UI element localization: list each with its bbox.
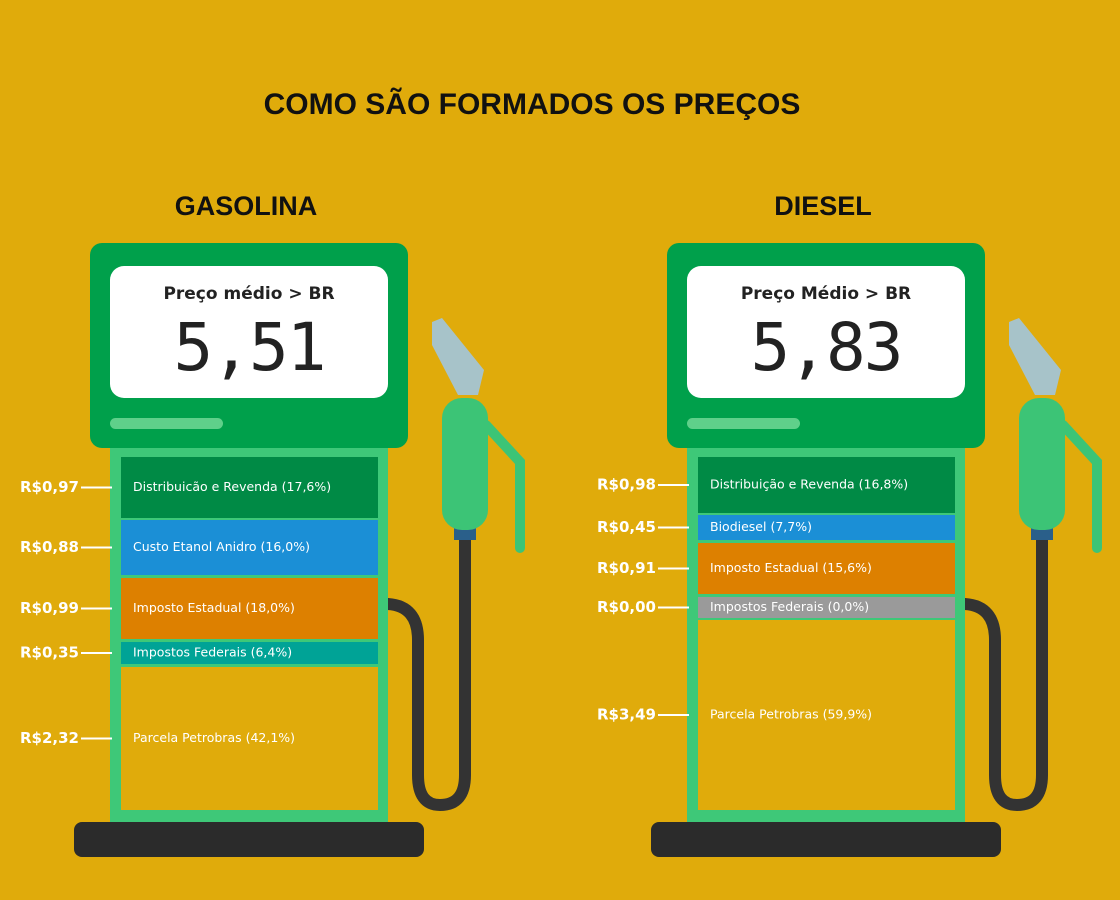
segment-value: R$2,32 <box>20 729 79 747</box>
nozzle-trigger <box>1058 420 1102 553</box>
hose <box>959 529 1048 812</box>
segment-label: Imposto Estadual (15,6%) <box>710 560 872 575</box>
segment-value: R$0,88 <box>20 538 79 556</box>
segment-value: R$0,45 <box>597 518 656 536</box>
segment <box>121 457 378 518</box>
segment <box>698 597 955 618</box>
segment-label: Impostos Federais (0,0%) <box>710 599 869 614</box>
screen <box>687 266 965 398</box>
segment-value: R$0,35 <box>20 644 79 662</box>
nozzle-tip <box>432 318 484 395</box>
nozzle-handle <box>442 398 488 530</box>
segment-value: R$0,91 <box>597 559 656 577</box>
segment-label: Impostos Federais (6,4%) <box>133 645 292 660</box>
display-label: Preço Médio > BR <box>741 284 911 304</box>
segment <box>698 620 955 810</box>
hose <box>382 529 471 812</box>
pump: DIESEL Preço Médio > BR 5,83 Distribuição e… <box>597 191 1102 857</box>
nozzle-handle <box>1019 398 1065 530</box>
pump: GASOLINA Preço médio > BR 5,51 Distribuicão… <box>20 191 525 857</box>
segment-label: Imposto Estadual (18,0%) <box>133 600 295 615</box>
hose-collar <box>454 528 476 540</box>
segment-label: Custo Etanol Anidro (16,0%) <box>133 539 310 554</box>
segment <box>121 667 378 810</box>
price: 5,83 <box>751 309 902 386</box>
screen <box>110 266 388 398</box>
pump-heading: GASOLINA <box>175 191 318 221</box>
pump-base <box>651 822 1001 857</box>
segment-value: R$0,00 <box>597 598 656 616</box>
title: COMO SÃO FORMADOS OS PREÇOS <box>264 87 801 121</box>
nozzle-trigger <box>481 420 525 553</box>
segment <box>121 578 378 639</box>
segment-value: R$0,97 <box>20 478 79 496</box>
hose-collar <box>1031 528 1053 540</box>
segment <box>698 515 955 540</box>
segment-value: R$0,99 <box>20 599 79 617</box>
segment-label: Distribuição e Revenda (16,8%) <box>710 477 908 492</box>
segment-label: Parcela Petrobras (59,9%) <box>710 707 872 722</box>
display-label: Preço médio > BR <box>163 284 334 304</box>
segment-label: Parcela Petrobras (42,1%) <box>133 730 295 745</box>
segment <box>698 457 955 513</box>
pump-base <box>74 822 424 857</box>
indicator-bar <box>110 418 223 429</box>
segment <box>121 642 378 664</box>
segment-value: R$0,98 <box>597 476 656 494</box>
indicator-bar <box>687 418 800 429</box>
price: 5,51 <box>174 309 325 386</box>
segment-label: Distribuicão e Revenda (17,6%) <box>133 479 331 494</box>
segment-value: R$3,49 <box>597 706 656 724</box>
nozzle-tip <box>1009 318 1061 395</box>
segment <box>698 543 955 594</box>
segment-label: Biodiesel (7,7%) <box>710 519 812 534</box>
pump-heading: DIESEL <box>774 191 872 221</box>
segment <box>121 520 378 575</box>
